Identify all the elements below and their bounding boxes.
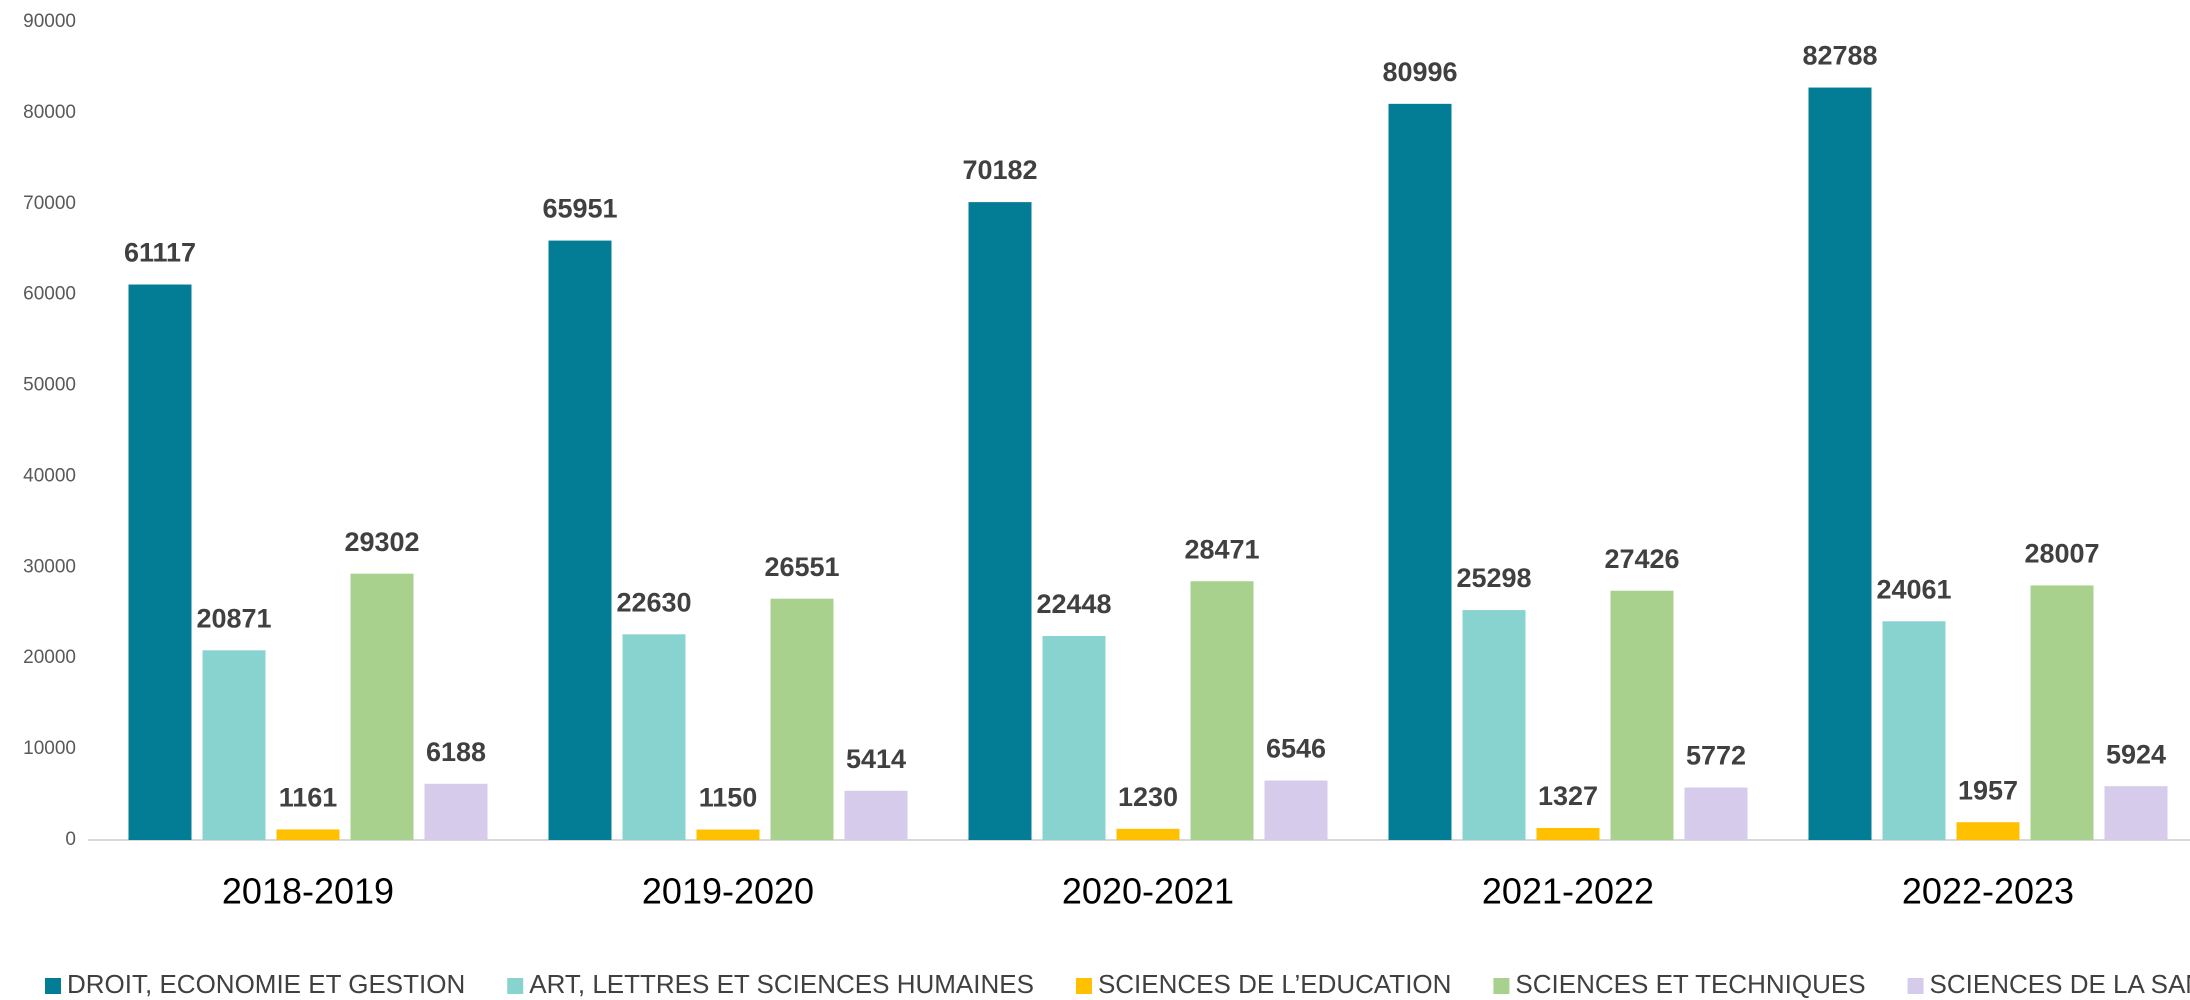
y-tick-label: 90000 <box>23 11 76 32</box>
y-tick-label: 70000 <box>23 193 76 214</box>
bar <box>276 829 340 840</box>
bar <box>2030 585 2094 840</box>
y-tick-label: 0 <box>65 829 76 850</box>
bar <box>1462 610 1526 840</box>
y-tick-label: 50000 <box>23 375 76 396</box>
data-label: 1957 <box>1958 775 2018 805</box>
bar <box>1536 827 1600 840</box>
data-label: 5924 <box>2106 739 2166 769</box>
y-tick-label: 80000 <box>23 102 76 123</box>
legend-label: SCIENCES DE L’EDUCATION <box>1098 969 1451 999</box>
data-label: 29302 <box>344 527 419 557</box>
legend-label: DROIT, ECONOMIE ET GESTION <box>67 969 465 999</box>
data-label: 27426 <box>1604 544 1679 574</box>
y-tick-label: 10000 <box>23 738 76 759</box>
y-tick-label: 60000 <box>23 284 76 305</box>
y-tick-label: 40000 <box>23 465 76 486</box>
bar <box>1388 103 1452 840</box>
bar <box>1264 780 1328 840</box>
bar <box>770 598 834 840</box>
bar <box>968 202 1032 840</box>
bar <box>128 284 192 840</box>
bar <box>1808 87 1872 840</box>
y-tick-label: 20000 <box>23 647 76 668</box>
legend-swatch <box>1493 978 1510 994</box>
bar <box>1956 822 2020 840</box>
legend-swatch <box>45 978 61 994</box>
data-label: 1161 <box>279 783 338 813</box>
x-tick-label: 2020-2021 <box>1062 871 1234 912</box>
data-label: 1230 <box>1118 782 1178 812</box>
bar <box>424 783 488 840</box>
data-label: 20871 <box>196 603 271 633</box>
y-tick-label: 30000 <box>23 556 76 577</box>
x-tick-label: 2021-2022 <box>1482 871 1654 912</box>
data-label: 25298 <box>1456 563 1531 593</box>
data-label: 1150 <box>699 783 758 813</box>
legend-label: SCIENCES ET TECHNIQUES <box>1515 969 1865 999</box>
data-label: 6546 <box>1266 734 1326 764</box>
bar <box>1610 590 1674 840</box>
x-tick-label: 2018-2019 <box>222 871 394 912</box>
data-label: 5772 <box>1686 741 1746 771</box>
bar <box>350 573 414 840</box>
data-label: 70182 <box>962 155 1037 185</box>
bar <box>1042 635 1106 840</box>
data-label: 28007 <box>2024 539 2099 569</box>
data-label: 80996 <box>1382 57 1457 87</box>
data-label: 61117 <box>124 238 196 268</box>
data-label: 26551 <box>764 552 839 582</box>
data-label: 22448 <box>1036 589 1111 619</box>
x-tick-label: 2019-2020 <box>642 871 814 912</box>
legend-label: SCIENCES DE LA SANTE <box>1930 969 2190 999</box>
legend-swatch <box>1907 978 1924 994</box>
data-label: 1327 <box>1538 781 1598 811</box>
data-label: 24061 <box>1876 574 1951 604</box>
data-label: 6188 <box>426 737 486 767</box>
bar <box>1116 828 1180 840</box>
data-label: 22630 <box>616 587 691 617</box>
data-label: 5414 <box>846 744 906 774</box>
data-label: 82788 <box>1802 41 1877 71</box>
x-tick-label: 2022-2023 <box>1902 871 2074 912</box>
legend-swatch <box>507 978 524 994</box>
bar <box>1190 581 1254 840</box>
bar <box>1684 787 1748 840</box>
bar <box>696 829 760 840</box>
bar <box>2104 786 2168 840</box>
bar <box>202 650 266 840</box>
bar <box>622 634 686 840</box>
data-label: 28471 <box>1184 534 1259 564</box>
bar <box>548 240 612 841</box>
data-label: 65951 <box>542 194 617 224</box>
legend-label: ART, LETTRES ET SCIENCES HUMAINES <box>529 969 1034 999</box>
bar <box>844 790 908 840</box>
legend-swatch <box>1075 978 1092 994</box>
bar <box>1882 621 1946 840</box>
